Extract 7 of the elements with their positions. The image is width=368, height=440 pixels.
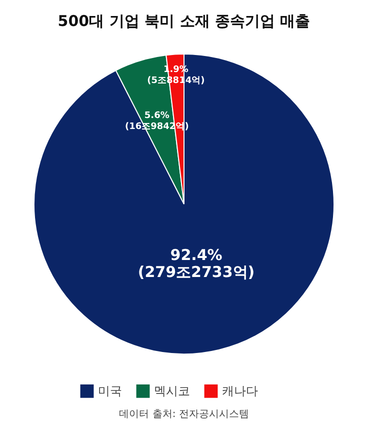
chart-title: 500대 기업 북미 소재 종속기업 매출 <box>58 12 310 30</box>
data-label: 92.4% (279조2733억) <box>138 246 255 282</box>
legend-label: 미국 <box>98 384 122 398</box>
legend-label: 멕시코 <box>154 384 190 398</box>
pie-slice <box>34 54 334 354</box>
legend-label: 캐나다 <box>222 384 258 398</box>
text: 데이터 출처: 전자공시시스템 <box>119 409 249 420</box>
